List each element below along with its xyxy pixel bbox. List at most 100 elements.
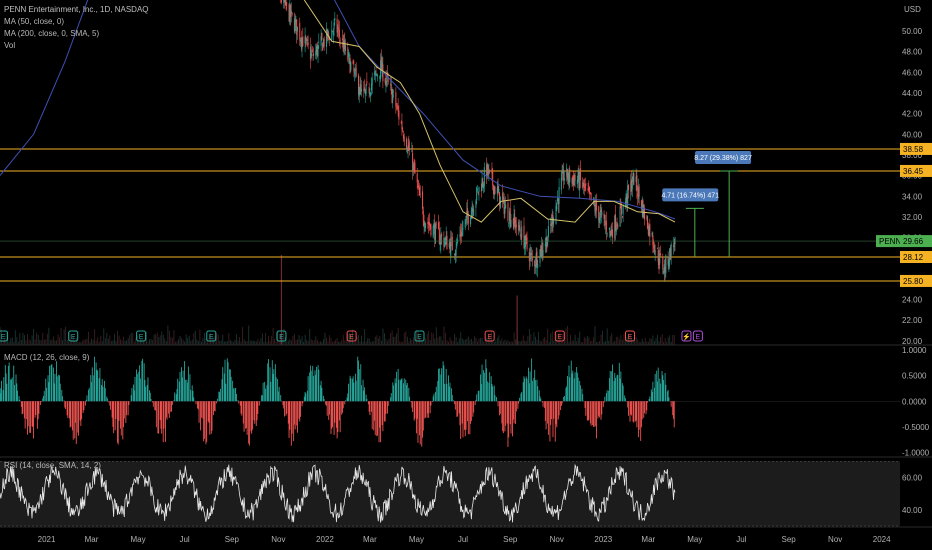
earnings-markers[interactable]: E E E E E E E E E E ⚡ E	[0, 330, 703, 342]
earnings-marker[interactable]	[206, 330, 217, 342]
rsi-pane[interactable]	[0, 460, 900, 527]
candle-body	[534, 264, 536, 268]
candle-body	[461, 228, 463, 236]
earnings-marker[interactable]	[414, 330, 425, 342]
macd-histogram-bar	[539, 396, 541, 402]
volume-bar	[519, 341, 521, 345]
volume-bar	[567, 325, 568, 345]
macd-legend[interactable]: MACD (12, 26, close, 9)	[4, 353, 90, 362]
macd-histogram-bar	[360, 364, 362, 402]
macd-histogram-bar	[320, 380, 322, 402]
volume-bar	[469, 339, 471, 345]
volume-legend[interactable]: Vol	[4, 41, 15, 50]
macd-histogram-bar	[197, 401, 199, 410]
macd-histogram-bar	[662, 375, 664, 402]
candle-body	[674, 237, 676, 245]
macd-histogram-bar	[656, 370, 658, 402]
ma50-legend[interactable]: MA (50, close, 0)	[4, 17, 64, 26]
candle-body	[390, 84, 392, 87]
measure-label-box[interactable]	[695, 150, 752, 164]
earnings-marker[interactable]	[346, 330, 357, 342]
volume-bar	[614, 340, 616, 345]
horizontal-levels[interactable]	[0, 148, 900, 282]
volume-bar	[576, 341, 578, 345]
macd-histogram-bar	[454, 401, 456, 405]
volume-bar	[13, 341, 15, 345]
volume-bar	[623, 333, 625, 345]
candle-body	[413, 166, 415, 167]
candle-body	[323, 38, 325, 47]
candle-body	[459, 234, 461, 237]
macd-histogram-bar	[175, 394, 177, 402]
macd-histogram-bar	[90, 375, 92, 402]
earnings-marker[interactable]	[554, 330, 565, 342]
macd-histogram-bar	[46, 387, 47, 402]
macd-histogram-bar	[581, 388, 583, 402]
candle-body	[409, 147, 411, 151]
volume-bar	[268, 335, 269, 345]
volume-bar	[380, 340, 382, 345]
macd-pane[interactable]	[0, 356, 900, 447]
macd-histogram-bar	[565, 387, 567, 402]
candle-body	[616, 224, 618, 226]
measure-label-box[interactable]	[662, 188, 719, 202]
rsi-legend[interactable]: RSI (14, close, SMA, 14, 2)	[4, 461, 101, 470]
macd-histogram-bar	[1, 380, 2, 402]
macd-histogram-bar	[187, 382, 189, 402]
volume-bar	[377, 338, 379, 345]
candle-body	[640, 200, 642, 210]
macd-histogram-bar	[309, 365, 311, 402]
time-tick-label: Mar	[363, 535, 377, 544]
volume-bar	[60, 327, 62, 345]
volume-bar	[164, 338, 166, 345]
earnings-marker[interactable]	[681, 330, 692, 342]
macd-histogram-bar	[219, 392, 221, 402]
volume-bar	[162, 334, 164, 345]
earnings-marker[interactable]	[484, 330, 495, 342]
ma200-legend[interactable]: MA (200, close, 0, SMA, 5)	[4, 29, 99, 38]
macd-histogram-bar	[214, 401, 216, 412]
macd-histogram-bar	[146, 385, 148, 402]
macd-histogram-bar	[387, 401, 389, 406]
candle-body	[593, 202, 595, 205]
volume-bar	[27, 334, 28, 345]
volume-bar	[104, 338, 106, 345]
time-axis[interactable]: 2021 Mar May Jul Sep Nov 2022 Mar May Jul Sep Nov 20…	[38, 535, 892, 544]
earnings-marker[interactable]	[0, 330, 9, 342]
candle-body	[428, 222, 430, 226]
candle-body	[358, 92, 360, 97]
earnings-marker[interactable]	[136, 330, 147, 342]
time-tick-label: Jul	[179, 535, 189, 544]
macd-histogram-bar	[483, 372, 485, 402]
earnings-marker[interactable]	[625, 330, 635, 342]
macd-histogram-bar	[267, 363, 269, 402]
candle-body	[587, 188, 589, 191]
macd-histogram-bar	[91, 367, 93, 402]
earnings-marker[interactable]	[68, 330, 79, 342]
time-tick-label: Mar	[641, 535, 655, 544]
macd-histogram-bar	[191, 385, 193, 402]
macd-tick-label: 0.0000	[902, 397, 927, 406]
macd-histogram-bar	[29, 401, 31, 433]
candle-body	[380, 56, 382, 71]
candle-body	[598, 217, 600, 224]
symbol-title[interactable]: PENN Entertainment, Inc., 1D, NASDAQ	[4, 5, 149, 14]
earnings-marker[interactable]	[692, 330, 703, 342]
candle-body	[669, 248, 671, 262]
macd-histogram-bar	[277, 391, 279, 402]
macd-histogram-bar	[171, 401, 173, 412]
volume-bar	[384, 333, 385, 345]
volume-bar	[382, 328, 384, 345]
volume-bar	[88, 331, 89, 345]
candle-body	[332, 30, 334, 35]
volume-bar	[599, 341, 600, 345]
macd-histogram-bar	[112, 401, 114, 427]
candle-body	[455, 249, 457, 256]
earnings-marker[interactable]	[276, 330, 287, 342]
volume-bar	[467, 336, 469, 345]
